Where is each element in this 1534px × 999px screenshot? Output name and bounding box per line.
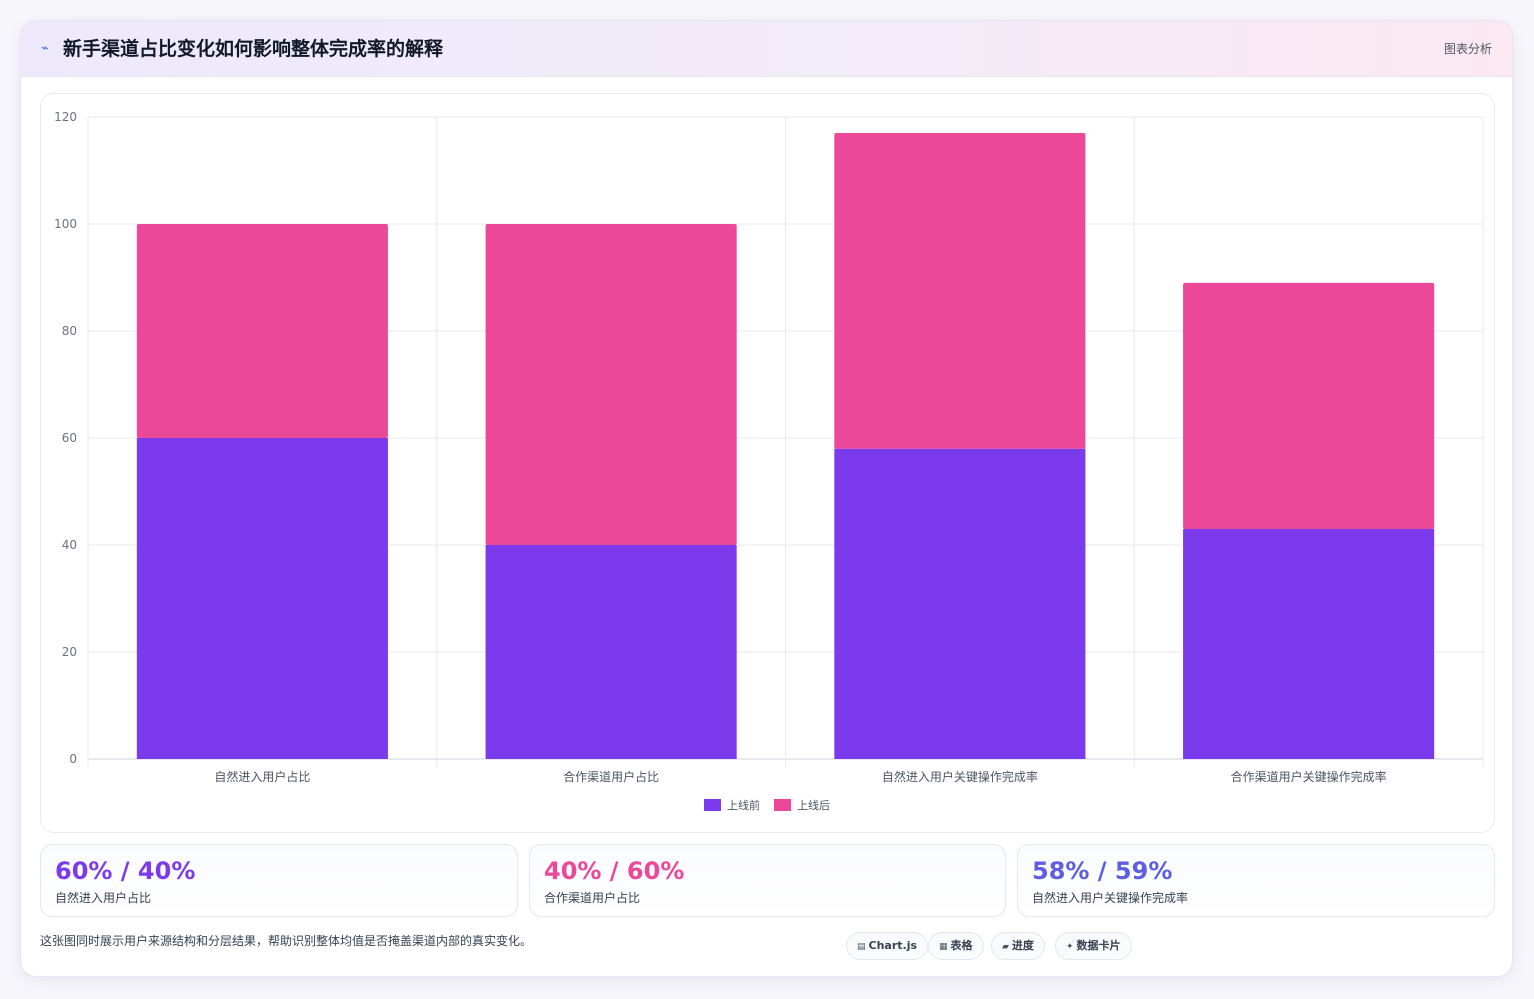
chart-card: ⌁ 新手渠道占比变化如何影响整体完成率的解释 图表分析 0 20 40 60 80 100… [20, 20, 1513, 977]
legend-label: 上线后 [797, 798, 830, 812]
stat-value: 40% / 60% [544, 857, 685, 885]
stat-card-natural-rate: 58% / 59% 自然进入用户关键操作完成率 [1017, 844, 1495, 917]
legend-swatch [704, 799, 721, 811]
pill-data-card[interactable]: ✦ 数据卡片 [1055, 932, 1132, 960]
stat-label: 自然进入用户关键操作完成率 [1032, 891, 1189, 905]
chart-title: 新手渠道占比变化如何影响整体完成率的解释 [63, 38, 444, 60]
bar-segment [834, 448, 1086, 759]
y-tick-label: 60 [62, 431, 77, 445]
legend-label: 上线前 [727, 798, 760, 812]
x-tick-label: 自然进入用户关键操作完成率 [882, 769, 1038, 784]
bar-segment [834, 133, 1086, 449]
chart-icon: ▤ [857, 942, 866, 952]
stat-label: 合作渠道用户占比 [544, 891, 641, 905]
card-header: ⌁ 新手渠道占比变化如何影响整体完成率的解释 图表分析 [21, 21, 1512, 77]
stat-value: 60% / 40% [55, 857, 196, 885]
stat-card-natural-share: 60% / 40% 自然进入用户占比 [40, 844, 518, 917]
x-tick-label: 合作渠道用户占比 [563, 769, 659, 784]
legend-swatch [774, 799, 791, 811]
y-tick-label: 80 [62, 324, 77, 338]
stat-value: 58% / 59% [1032, 857, 1173, 885]
chart-panel: 0 20 40 60 80 100 120 自然进入用户占比 合作渠道用户占比 自然进入用户关键操… [40, 93, 1495, 833]
y-tick-label: 0 [69, 752, 77, 766]
bar-segment [136, 438, 388, 759]
chart-footnote: 这张图同时展示用户来源结构和分层结果，帮助识别整体均值是否掩盖渠道内部的真实变化… [40, 934, 533, 948]
progress-icon: ▰ [1002, 942, 1009, 952]
pill-label: 表格 [950, 939, 973, 952]
x-tick-label: 自然进入用户占比 [214, 769, 310, 784]
bar-segment [136, 224, 388, 438]
y-tick-label: 40 [62, 538, 77, 552]
card-icon: ✦ [1066, 942, 1074, 952]
pill-label: 进度 [1011, 939, 1034, 952]
table-icon: ▦ [939, 942, 948, 952]
bar-segment [485, 545, 737, 759]
stat-card-partner-share: 40% / 60% 合作渠道用户占比 [529, 844, 1006, 917]
pill-chartjs[interactable]: ▤ Chart.js [846, 932, 929, 960]
pill-label: 数据卡片 [1076, 939, 1121, 952]
bar-segment [1183, 282, 1435, 529]
bar-segment [485, 224, 737, 545]
bar-segment [1183, 528, 1435, 759]
header-tag: 图表分析 [1443, 42, 1492, 56]
pill-label: Chart.js [868, 939, 918, 952]
y-tick-label: 120 [54, 110, 77, 124]
y-tick-label: 100 [54, 217, 77, 231]
y-tick-label: 20 [62, 645, 77, 659]
trend-line-icon: ⌁ [41, 41, 49, 56]
pill-table[interactable]: ▦ 表格 [928, 932, 984, 960]
stacked-bar-chart: 0 20 40 60 80 100 120 自然进入用户占比 合作渠道用户占比 自然进入用户关键操… [54, 110, 1484, 812]
pill-progress[interactable]: ▰ 进度 [991, 932, 1045, 960]
x-tick-label: 合作渠道用户关键操作完成率 [1231, 769, 1387, 784]
stat-label: 自然进入用户占比 [55, 891, 152, 905]
